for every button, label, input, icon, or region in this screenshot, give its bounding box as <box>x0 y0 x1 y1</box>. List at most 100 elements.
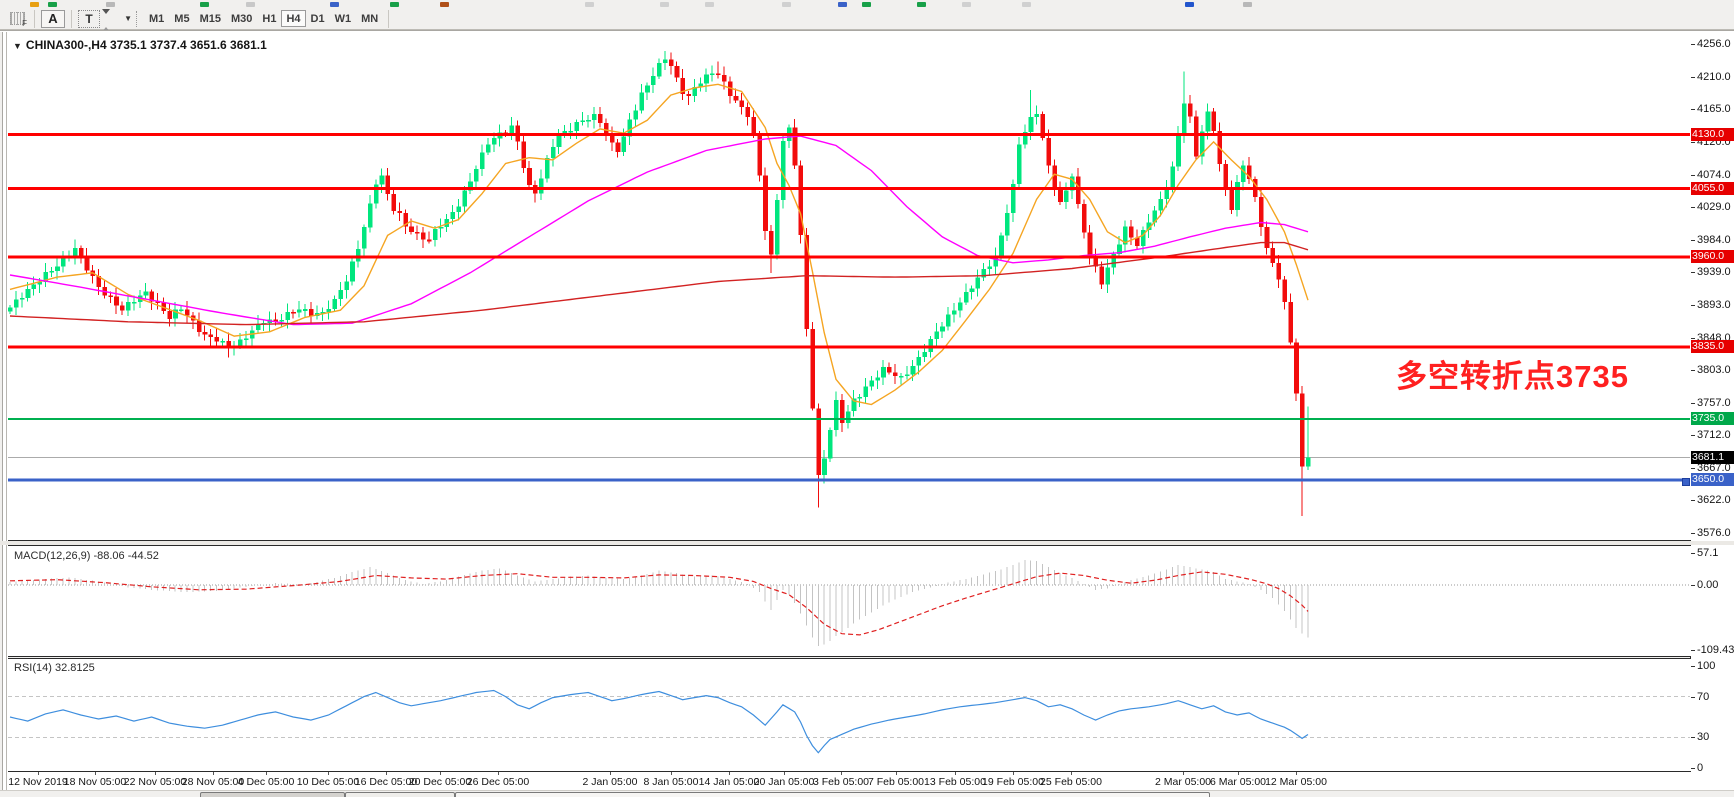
toolbar-icon-fragment[interactable] <box>1185 2 1194 7</box>
candle-body <box>8 307 13 312</box>
price-tick-label: 4165.0 <box>1697 103 1731 115</box>
timeframe-W1[interactable]: W1 <box>330 10 357 27</box>
toolbar-icon-fragment[interactable] <box>1022 2 1031 7</box>
rsi-chart[interactable] <box>8 659 1690 771</box>
chart-tab[interactable] <box>345 792 455 797</box>
price-tick-label: 4029.0 <box>1697 201 1731 213</box>
toolbar-icon-fragment[interactable] <box>330 2 339 7</box>
chart-tabs-clipped[interactable] <box>0 790 1734 797</box>
toolbar-icon-fragment[interactable] <box>705 2 714 7</box>
toolbar-icon-fragment[interactable] <box>862 2 871 7</box>
chart-tab[interactable] <box>200 792 345 797</box>
timeframe-M15[interactable]: M15 <box>195 10 226 27</box>
toolbar-icon-fragment[interactable] <box>30 2 39 7</box>
candle-body <box>721 75 727 82</box>
candle-body <box>13 299 19 308</box>
candle-body <box>491 138 497 145</box>
timeframe-H4[interactable]: H4 <box>281 10 306 27</box>
candle-body <box>1040 114 1046 138</box>
candle-body <box>509 125 515 134</box>
candle-body <box>285 311 290 320</box>
price-chart-panel[interactable] <box>8 32 1691 541</box>
candle-body <box>845 411 851 424</box>
time-tick <box>671 772 672 775</box>
macd-panel[interactable] <box>8 545 1691 657</box>
price-badge-3650.0: 3650.0 <box>1691 473 1734 486</box>
period-separators-icon[interactable]: F <box>6 10 28 28</box>
candle-body <box>615 142 621 152</box>
time-axis-background[interactable] <box>8 772 1734 790</box>
candle-body <box>822 458 827 476</box>
price-tick-label: 3622.0 <box>1697 494 1731 506</box>
candle-body <box>1211 111 1217 132</box>
timeframe-M30[interactable]: M30 <box>226 10 257 27</box>
candle-body <box>1306 457 1311 467</box>
timeframe-M1[interactable]: M1 <box>144 10 169 27</box>
candle-body <box>421 232 426 240</box>
time-tick <box>896 772 897 775</box>
candle-body <box>757 134 762 176</box>
symbol-dropdown-icon[interactable]: ▼ <box>13 41 22 51</box>
axis-tick <box>1691 142 1695 143</box>
candle-body <box>25 288 31 298</box>
candle-body <box>1129 226 1134 238</box>
price-axis-background[interactable] <box>1691 32 1734 772</box>
toolbar-icon-fragment[interactable] <box>200 2 209 7</box>
price-tick-label: 4256.0 <box>1697 38 1731 50</box>
candlestick-chart[interactable] <box>8 32 1690 539</box>
candle-body <box>202 332 208 335</box>
timeframe-M5[interactable]: M5 <box>169 10 194 27</box>
candle-body <box>1294 342 1299 394</box>
axis-tick <box>1691 403 1695 404</box>
time-tick-label: 20 Jan 05:00 <box>753 776 815 788</box>
text-tool-button[interactable]: T <box>78 9 100 28</box>
toolbar-icon-fragment[interactable] <box>917 2 926 7</box>
toolbar-icon-fragment[interactable] <box>1243 2 1252 7</box>
candle-body <box>208 334 214 337</box>
toolbar-icon-fragment[interactable] <box>390 2 399 7</box>
chart-tab[interactable] <box>455 792 1210 797</box>
candle-body <box>957 302 963 311</box>
rsi-tick-label: 0 <box>1697 762 1704 774</box>
candle-body <box>751 117 756 134</box>
candle-body <box>308 309 314 316</box>
candle-body <box>450 212 456 220</box>
candle-body <box>1241 165 1246 182</box>
timeframe-MN[interactable]: MN <box>356 10 383 27</box>
candle-body <box>680 77 686 94</box>
timeframe-D1[interactable]: D1 <box>306 10 330 27</box>
time-tick-label: 10 Dec 05:00 <box>296 776 360 788</box>
toolbar-icon-fragment[interactable] <box>962 2 971 7</box>
toolbar-icon-fragment[interactable] <box>106 2 115 7</box>
objects-dropdown-button[interactable]: ▼ <box>102 8 132 32</box>
price-badge-4055.0: 4055.0 <box>1691 182 1734 195</box>
candle-body <box>320 311 326 314</box>
axis-tick <box>1691 272 1695 273</box>
candle-body <box>1099 266 1105 285</box>
macd-chart[interactable] <box>8 546 1690 656</box>
candle-body <box>238 339 243 347</box>
axis-tick <box>1691 338 1695 339</box>
candle-body <box>1134 237 1140 247</box>
toolbar-icon-fragment[interactable] <box>48 2 57 7</box>
timeframe-H1[interactable]: H1 <box>257 10 281 27</box>
blue-line-handle[interactable] <box>1682 478 1690 486</box>
time-tick-label: 26 Dec 05:00 <box>466 776 530 788</box>
candle-body <box>887 367 892 373</box>
candle-body <box>1146 222 1152 230</box>
toolbar-icon-fragment[interactable] <box>838 2 847 7</box>
candle-body <box>839 399 845 424</box>
label-a-tool-button[interactable]: A <box>41 9 65 28</box>
rsi-panel[interactable] <box>8 658 1691 772</box>
candle-body <box>1205 111 1211 132</box>
panel-splitter[interactable] <box>0 541 1734 545</box>
toolbar-icon-fragment[interactable] <box>782 2 791 7</box>
toolbar-icon-fragment[interactable] <box>440 2 449 7</box>
candle-body <box>1052 165 1057 189</box>
time-tick-label: 13 Feb 05:00 <box>924 776 986 788</box>
price-tick-label: 3939.0 <box>1697 266 1731 278</box>
toolbar-icon-fragment[interactable] <box>585 2 594 7</box>
toolbar-icon-fragment[interactable] <box>660 2 669 7</box>
toolbar-icon-fragment[interactable] <box>246 2 255 7</box>
toolbar-drag-grip[interactable] <box>136 10 141 27</box>
